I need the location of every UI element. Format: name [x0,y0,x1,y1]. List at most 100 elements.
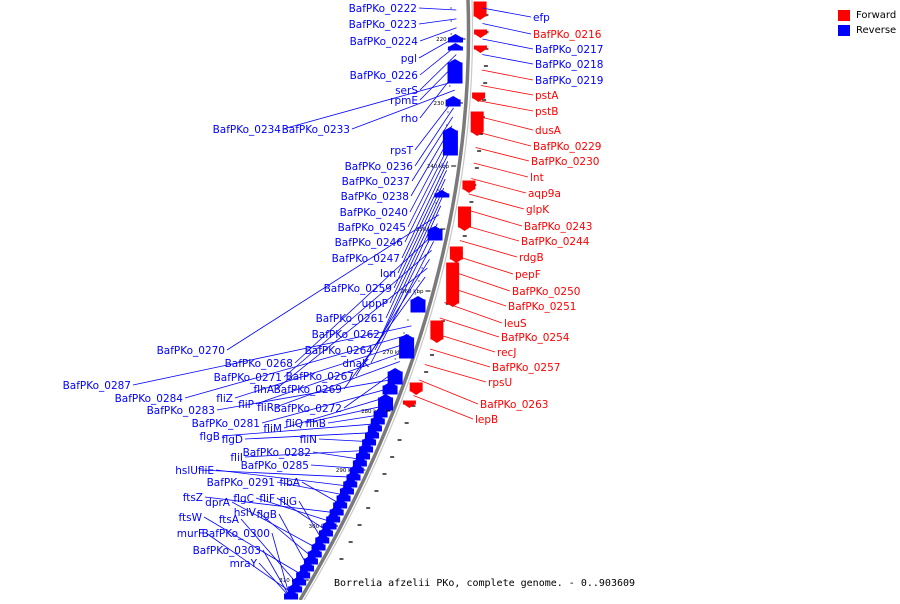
scale-tick-label: 270 kbp [383,350,406,356]
reverse-gene-label: BafPKo_0223 [349,19,417,31]
reverse-gene-label: BafPKo_0247 [332,253,400,265]
reverse-leader-line [276,481,345,496]
reverse-leader-line [381,205,442,335]
reverse-gene-label: uppP [362,298,388,310]
reverse-leader-line [258,562,291,598]
forward-leader-line [444,302,503,324]
reverse-gene-label: mraY [230,558,258,570]
scale-tick-label: 310 kbp [279,578,302,584]
reverse-gene-label: BafPKo_0283 [147,405,215,417]
reverse-gene-label: BafPKo_0269 [274,384,342,396]
reverse-leader-line [419,45,457,76]
reverse-gene-feature [447,46,463,51]
reverse-leader-line [343,276,426,390]
reverse-gene-label: BafPKo_0226 [350,70,419,82]
reverse-leader-line [294,232,436,364]
gene-arrow-tip [446,96,461,100]
gene-arrow-tip [458,227,471,231]
reverse-leader-line [255,497,332,523]
forward-gene-label: BafPKo_0244 [521,236,590,248]
reverse-gene-label: flhB [306,418,326,430]
legend-reverse-label: Reverse [856,25,897,36]
gene-arrow-tip [371,415,385,419]
forward-leader-line [473,162,529,178]
gene-arrow-tip [378,394,393,398]
reverse-leader-line [255,352,403,405]
reverse-gene-label: flgC [233,493,254,505]
gene-arrow-tip [319,527,333,531]
reverse-gene-label: flgB [257,509,277,521]
forward-gene-feature [470,111,484,133]
reverse-leader-line [231,501,318,549]
genome-caption: Borrelia afzelii PKo, complete genome. -… [334,578,636,589]
reverse-gene-label: fliI [230,452,243,464]
reverse-gene-label: BafPKo_0245 [338,222,406,234]
reverse-gene-label: hslU [175,465,198,477]
reverse-gene-label: fliM [263,423,282,435]
gene-arrow-tip [383,382,398,386]
reverse-leader-line [278,513,308,567]
gene-arrow-tip [340,485,354,489]
gene-arrow-tip [448,59,463,63]
gene-arrow-tip [308,548,322,552]
reverse-gene-feature [382,385,398,395]
reverse-gene-label: flhA [254,384,275,396]
gene-arrow-tip [448,34,463,38]
reverse-leader-line [271,532,291,598]
forward-leader-line [480,85,534,96]
reverse-leader-line [304,405,384,424]
reverse-leader-line [275,267,428,390]
reverse-leader-line [298,500,323,540]
reverse-gene-label: pgl [401,53,417,65]
reverse-gene-label: rho [401,113,418,125]
reverse-leader-line [275,361,400,408]
reverse-leader-line [355,258,430,377]
forward-gene-label: lnt [530,172,544,184]
legend: Forward Reverse [838,8,896,38]
forward-gene-label: BafPKo_0257 [492,362,560,374]
forward-gene-label: BafPKo_0251 [508,301,576,313]
reverse-gene-feature [410,299,426,313]
forward-gene-feature [402,400,416,405]
gene-arrow-tip [474,16,487,20]
gene-arrow-tip [411,296,425,300]
forward-leader-line [448,286,507,307]
reverse-gene-label: lon [380,268,396,280]
reverse-gene-label: BafPKo_0284 [115,393,184,405]
forward-gene-feature [430,320,444,340]
forward-gene-label: BafPKo_0229 [533,141,601,153]
reverse-leader-line [385,196,443,319]
reverse-gene-label: BafPKo_0240 [340,207,408,219]
gene-arrow-tip [374,408,388,412]
forward-leader-line [419,379,479,405]
scale-tick-label: 220 kbp [436,37,459,43]
reverse-gene-label: rpsT [390,145,413,157]
forward-swatch [838,10,850,21]
reverse-leader-line [221,423,377,437]
forward-gene-labels: efp BafPKo_0216 BafPKo_0217 BafPKo_0218 BafP… [475,12,603,426]
reverse-leader-line [407,143,451,228]
reverse-gene-label: fliF [259,493,275,505]
forward-gene-feature [409,382,423,392]
reverse-leader-line [184,334,409,399]
reverse-gene-label: fliN [300,434,317,446]
reverse-gene-label: fliP [238,399,254,411]
gene-arrow-tip [337,492,351,496]
gene-arrow-tip [323,520,337,524]
forward-gene-label: BafPKo_0218 [535,59,603,71]
reverse-leader-line [411,116,454,182]
forward-leader-line [429,348,491,368]
forward-gene-label: pstA [535,90,559,102]
gene-arrow-tip [403,404,416,408]
reverse-gene-label: BafPKo_0261 [316,313,384,325]
gene-arrow-tip [474,34,487,38]
forward-leader-line [439,317,500,338]
gene-arrow-tip [472,98,485,102]
reverse-leader-line [257,511,313,558]
forward-leader-line [452,271,511,292]
forward-leader-line [462,224,520,242]
forward-leader-line [465,209,523,227]
gene-arrow-tip [399,334,414,338]
